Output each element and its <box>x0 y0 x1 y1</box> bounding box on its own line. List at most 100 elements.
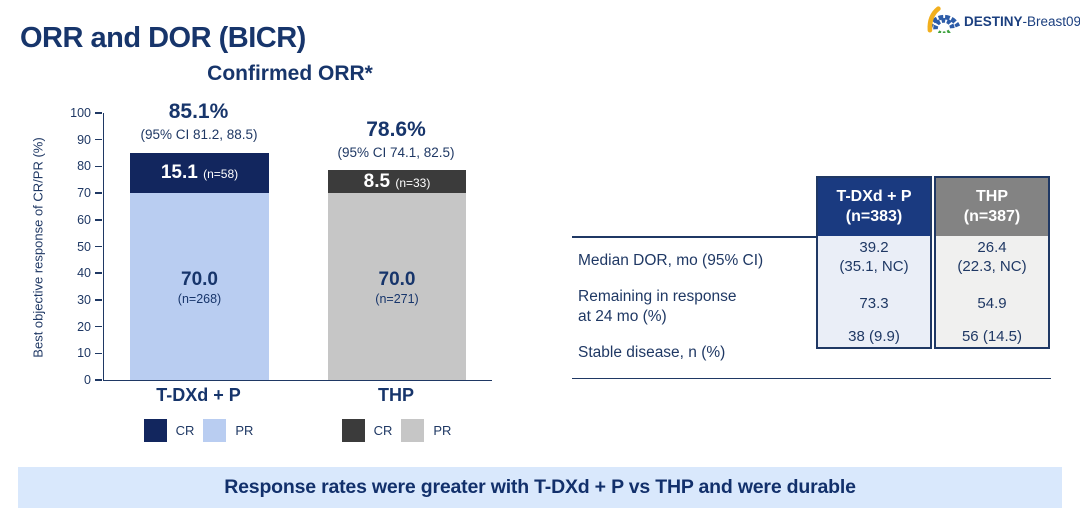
legend-label-pr: PR <box>433 423 452 438</box>
y-axis-label: Best objective response of CR/PR (%) <box>30 137 46 358</box>
cell-line: (35.1, NC) <box>839 258 909 275</box>
legend-swatch-pr <box>203 419 227 442</box>
y-tick: 30 <box>58 293 102 307</box>
legend-tdxd: CR PR <box>123 419 274 442</box>
legend-label-cr: CR <box>373 423 393 438</box>
pr-n: (n=271) <box>375 291 419 306</box>
table-cell: 56 (14.5) <box>936 328 1048 347</box>
y-tick-mark <box>95 165 102 168</box>
y-tick-mark <box>95 272 102 274</box>
study-logo-text: DESTINY-Breast09 <box>964 14 1080 29</box>
bar: 70.0 (n=271) 8.5 (n=33) <box>328 113 466 380</box>
pr-value: 70.0 <box>181 268 218 290</box>
y-tick-mark <box>95 245 102 248</box>
cr-value: 8.5 <box>363 171 391 193</box>
y-tick-mark <box>95 112 102 114</box>
y-tick: 90 <box>58 133 102 147</box>
column-header-n: (n=383) <box>845 208 903 225</box>
x-label-tdxd: T-DXd + P <box>156 385 241 405</box>
y-tick: 40 <box>58 266 102 280</box>
cr-value-label: 15.1 (n=58) <box>161 163 238 182</box>
column-header-name: T-DXd + P <box>836 188 912 205</box>
orr-ci-tdxd: (95% CI 81.2, 88.5) <box>140 127 258 142</box>
table-cell: 38 (9.9) <box>818 328 930 347</box>
cr-segment: 15.1 (n=58) <box>130 152 269 194</box>
y-tick-mark <box>95 325 102 328</box>
table-bottom-rule <box>572 377 1051 379</box>
table-row-label: Stable disease, n (%) <box>578 331 810 376</box>
column-header-thp: THP (n=387) <box>936 178 1048 236</box>
pr-segment: 70.0 (n=268) <box>130 193 269 380</box>
y-tick-mark <box>95 299 102 301</box>
cr-value-label: 8.5 (n=33) <box>364 172 431 191</box>
cell-line: 54.9 <box>977 294 1007 312</box>
table-column-thp: THP (n=387) 26.4 (22.3, NC) 54.9 56 (14.… <box>934 176 1050 349</box>
row-label-line: Stable disease, n (%) <box>578 344 726 362</box>
cr-n: (n=58) <box>203 167 239 182</box>
legend-label-pr: PR <box>235 423 254 438</box>
y-tick: 60 <box>58 213 102 227</box>
bar: 70.0 (n=268) 15.1 (n=58) <box>130 113 269 380</box>
plot-area: 70.0 (n=268) 15.1 (n=58) 70.0 (n=271) 8.… <box>70 106 492 387</box>
takeaway-text: Response rates were greater with T-DXd +… <box>224 476 856 498</box>
y-tick-mark <box>95 379 102 381</box>
y-tick-label: 60 <box>77 212 91 227</box>
y-tick: 80 <box>58 159 102 173</box>
y-tick: 50 <box>58 240 102 254</box>
pr-n: (n=268) <box>177 291 222 306</box>
y-tick-label: 10 <box>77 346 91 361</box>
page-title: ORR and DOR (BICR) <box>20 22 306 54</box>
cell-line: 39.2 <box>859 239 889 257</box>
cell-line: (22.3, NC) <box>957 258 1027 275</box>
table-cell: 39.2 (35.1, NC) <box>818 236 930 280</box>
legend-swatch-cr <box>143 419 167 442</box>
x-label-thp: THP <box>378 385 414 405</box>
pr-value: 70.0 <box>378 268 416 290</box>
y-tick: 0 <box>58 373 102 387</box>
column-header-name: THP <box>976 188 1008 205</box>
chart-title: Confirmed ORR* <box>207 62 373 85</box>
destiny-logo-icon <box>926 5 961 38</box>
table-column-tdxd: T-DXd + P (n=383) 39.2 (35.1, NC) 73.3 3… <box>816 176 932 349</box>
table-row-label: Median DOR, mo (95% CI) <box>578 239 810 283</box>
logo-brand-rest: -Breast09 <box>1022 14 1080 29</box>
legend-thp: CR PR <box>321 419 472 442</box>
cell-line: 26.4 <box>977 239 1007 257</box>
logo-brand-bold: DESTINY <box>964 14 1023 29</box>
legend-label-cr: CR <box>175 423 195 438</box>
y-tick-label: 100 <box>70 106 91 120</box>
cr-segment: 8.5 (n=33) <box>328 170 466 194</box>
y-tick: 70 <box>58 186 102 200</box>
y-tick-label: 30 <box>77 292 91 307</box>
legend-swatch-cr <box>341 419 365 442</box>
table-row-label: Remaining in response at 24 mo (%) <box>578 283 810 331</box>
y-tick-mark <box>95 192 102 194</box>
y-tick-label: 70 <box>77 186 91 201</box>
pr-value-label: 70.0 (n=268) <box>130 268 269 307</box>
y-tick-label: 50 <box>77 239 91 254</box>
orr-pct-thp: 78.6% <box>366 118 426 141</box>
cell-line: 38 (9.9) <box>848 328 900 345</box>
y-tick-label: 0 <box>84 373 91 387</box>
y-tick-mark <box>95 138 102 141</box>
y-tick: 10 <box>58 346 102 360</box>
row-label-line: Median DOR, mo (95% CI) <box>578 251 764 269</box>
takeaway-banner: Response rates were greater with T-DXd +… <box>18 467 1062 508</box>
y-tick: 100 <box>58 106 102 120</box>
cell-line: 73.3 <box>859 294 889 312</box>
cell-line: 56 (14.5) <box>961 328 1023 345</box>
y-tick-label: 40 <box>77 266 91 281</box>
column-header-tdxd: T-DXd + P (n=383) <box>818 178 930 236</box>
y-tick-label: 20 <box>77 319 91 334</box>
table-cell: 26.4 (22.3, NC) <box>936 236 1048 280</box>
y-tick: 20 <box>58 320 102 334</box>
row-label-line: Remaining in response <box>578 287 737 305</box>
cr-value: 15.1 <box>160 162 198 184</box>
table-cell: 73.3 <box>818 280 930 328</box>
orr-ci-thp: (95% CI 74.1, 82.5) <box>337 145 455 160</box>
orr-pct-tdxd: 85.1% <box>168 100 229 123</box>
study-logo: DESTINY-Breast09 <box>926 5 1080 38</box>
row-label-line: at 24 mo (%) <box>578 308 667 325</box>
pr-segment: 70.0 (n=271) <box>328 193 466 380</box>
